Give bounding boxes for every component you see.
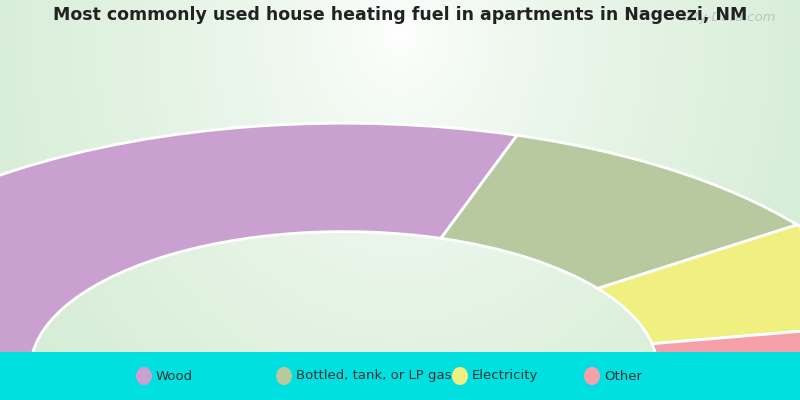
Wedge shape [441,135,797,288]
Wedge shape [652,324,800,370]
Text: Bottled, tank, or LP gas: Bottled, tank, or LP gas [296,370,451,382]
Wedge shape [598,225,800,344]
Text: Other: Other [604,370,642,382]
Ellipse shape [276,367,292,385]
Ellipse shape [136,367,152,385]
Text: Wood: Wood [156,370,193,382]
Ellipse shape [584,367,600,385]
Ellipse shape [452,367,468,385]
Wedge shape [0,123,517,370]
Text: Most commonly used house heating fuel in apartments in Nageezi, NM: Most commonly used house heating fuel in… [53,6,747,24]
Text: City-Data.com: City-Data.com [682,10,776,24]
Text: Electricity: Electricity [472,370,538,382]
